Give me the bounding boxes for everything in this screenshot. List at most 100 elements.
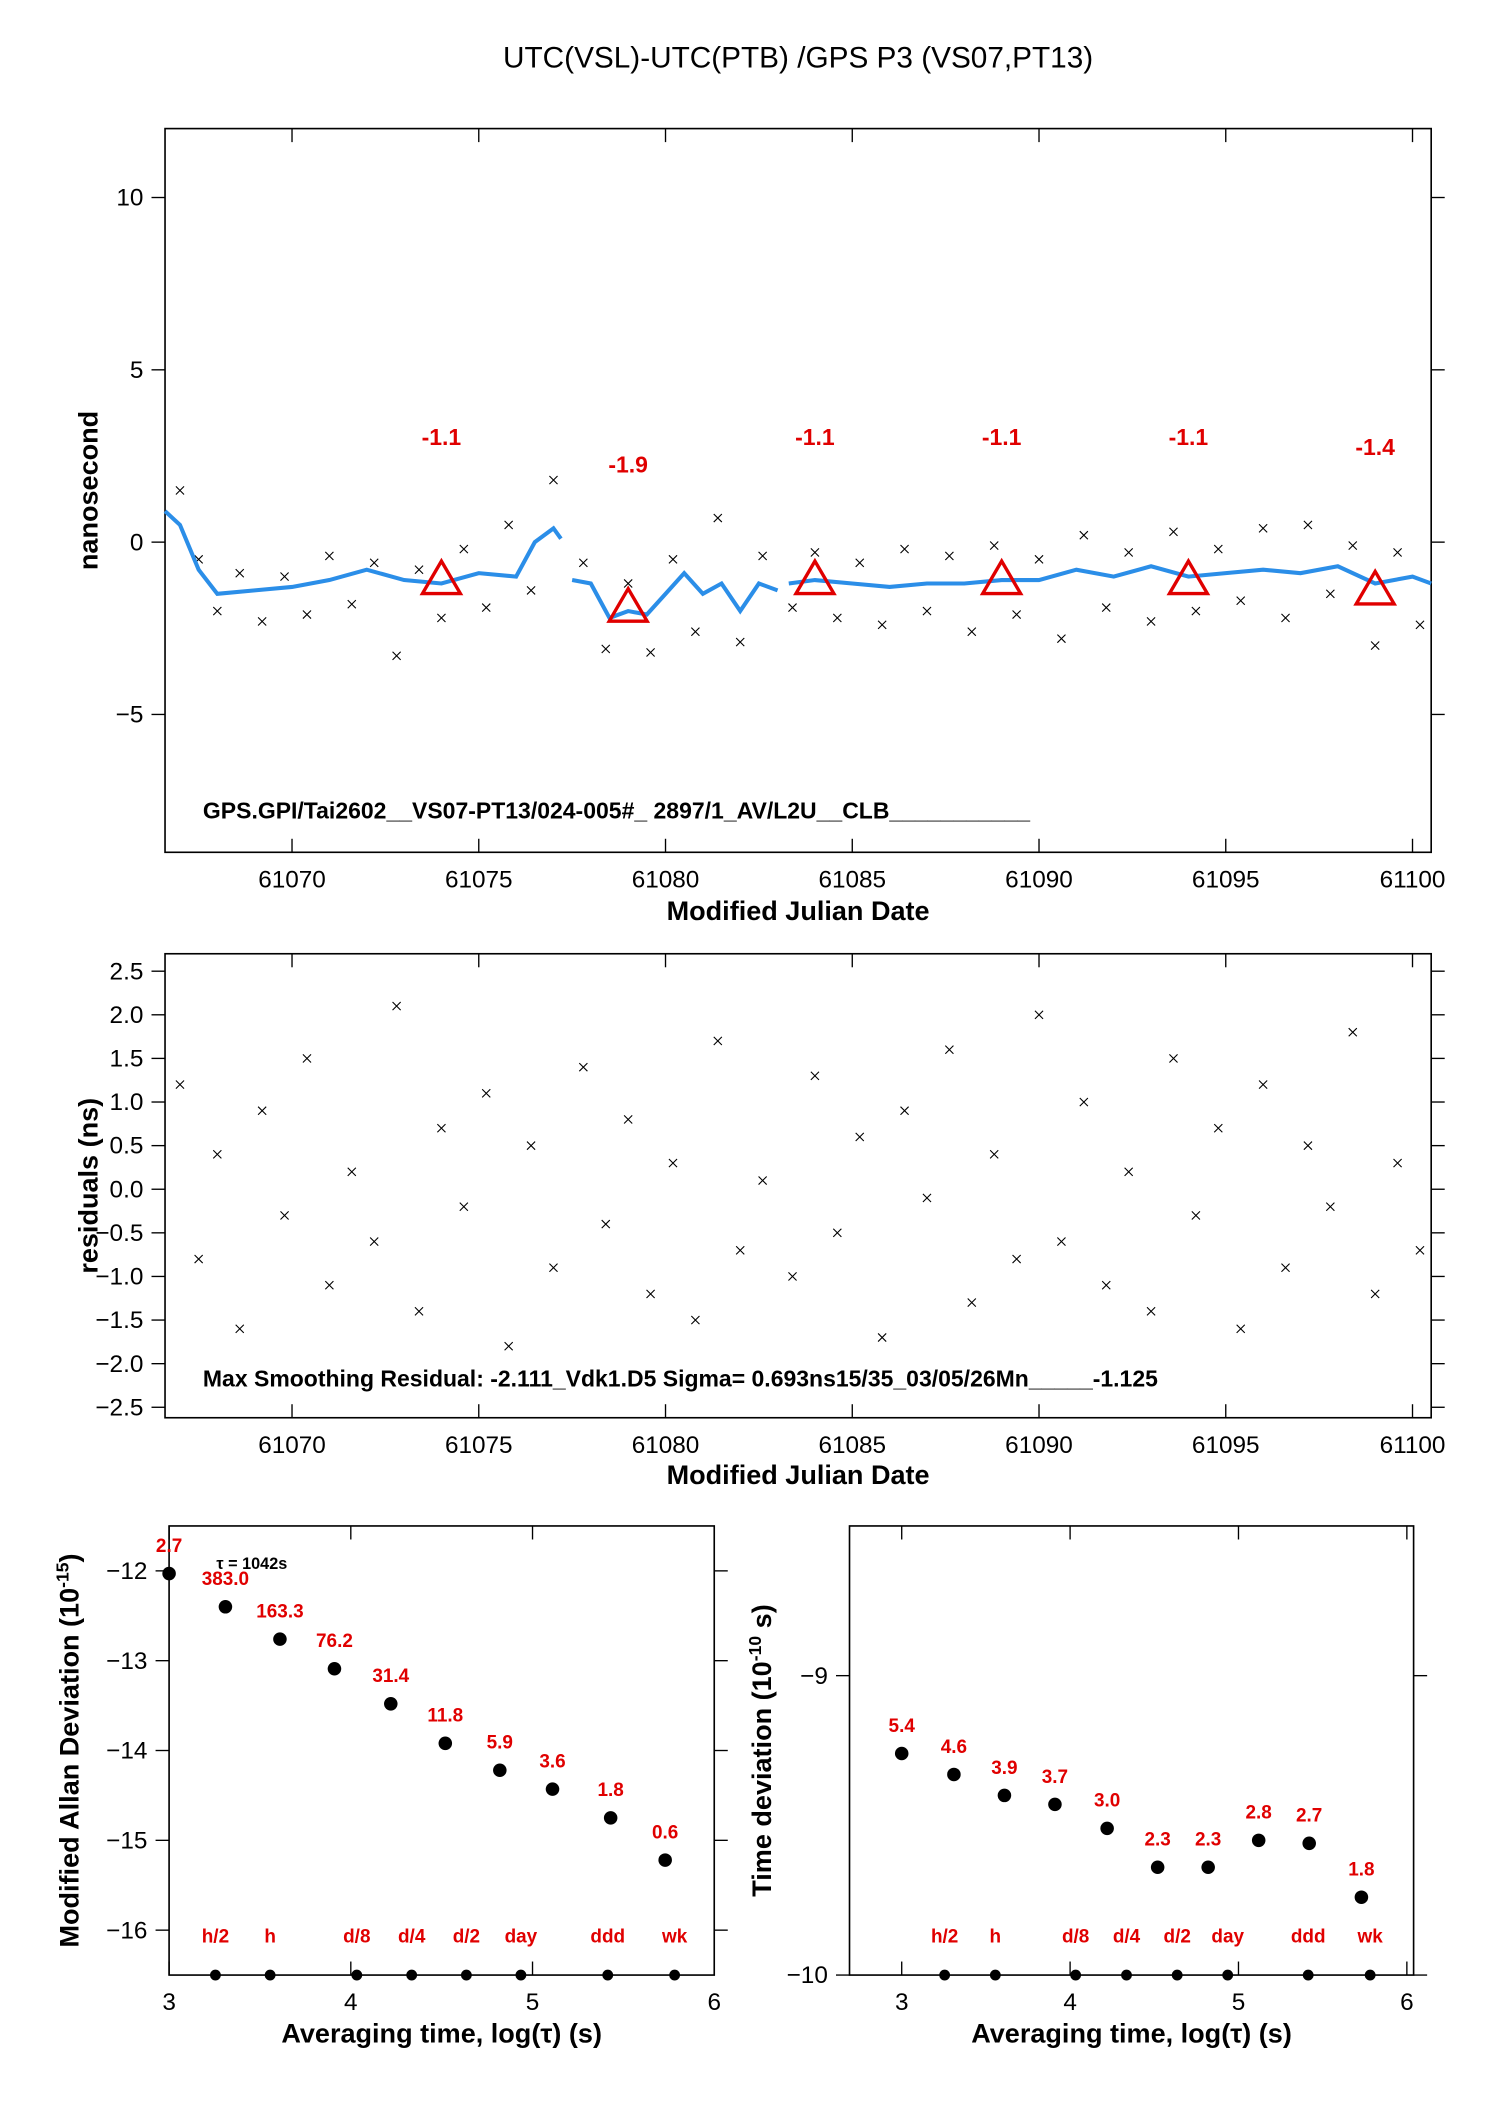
point-label: 2.7 — [1296, 1806, 1322, 1827]
mean-marker — [1353, 568, 1398, 606]
data-point — [578, 1062, 588, 1072]
data-point — [646, 1289, 656, 1299]
y-axis-label-part: s) — [747, 1604, 777, 1636]
x-tick-label: 3 — [895, 1989, 909, 2016]
point-label: 1.8 — [598, 1780, 624, 1801]
data-point — [384, 1697, 398, 1711]
data-point — [1146, 616, 1156, 626]
x-tick-label: 61075 — [445, 866, 513, 893]
data-point — [257, 616, 267, 626]
data-point — [1101, 603, 1111, 613]
data-point — [414, 565, 424, 575]
data-point — [1393, 548, 1403, 557]
data-point — [877, 1333, 887, 1342]
period-label: day — [1211, 1927, 1244, 1948]
data-point — [257, 1106, 267, 1116]
period-label: d/2 — [1164, 1927, 1191, 1948]
y-tick-label: −16 — [106, 1917, 147, 1944]
data-point — [855, 1132, 865, 1142]
data-point — [922, 1193, 932, 1203]
data-point — [218, 1600, 233, 1614]
data-point — [1281, 1263, 1290, 1273]
period-marker — [1364, 1969, 1376, 1981]
data-point — [549, 1263, 558, 1273]
data-point — [459, 544, 469, 554]
data-point — [810, 1071, 820, 1081]
mean-label: -1.1 — [422, 424, 462, 450]
y-tick-label: 2.5 — [110, 958, 144, 985]
data-point — [810, 548, 820, 557]
period-label: d/4 — [1113, 1927, 1141, 1948]
data-point — [944, 1045, 954, 1055]
period-label: ddd — [590, 1927, 625, 1948]
data-point — [1354, 1890, 1369, 1904]
data-point — [989, 541, 999, 551]
data-point — [369, 558, 379, 568]
data-point — [900, 1106, 909, 1116]
data-point — [1124, 548, 1134, 557]
x-tick-label: 61085 — [818, 1432, 886, 1459]
y-tick-label: −5 — [116, 702, 144, 729]
mean-marker — [606, 585, 651, 623]
data-point — [549, 475, 558, 485]
y-axis-label: residuals (ns) — [73, 1098, 103, 1274]
y-axis-label: Modified Allan Deviation (10-15) — [52, 1553, 84, 1947]
data-point — [623, 579, 633, 588]
period-label: d/8 — [343, 1927, 370, 1948]
data-point — [1325, 1202, 1335, 1212]
point-label: 31.4 — [372, 1666, 409, 1687]
data-point — [1169, 1053, 1178, 1063]
data-point — [658, 1853, 672, 1867]
y-axis-label-part: -10 — [745, 1636, 765, 1662]
data-point — [997, 1788, 1012, 1803]
data-point — [855, 558, 865, 568]
data-point — [526, 585, 536, 595]
mean-label: -1.1 — [795, 424, 835, 450]
data-point — [414, 1306, 424, 1316]
period-marker — [939, 1969, 951, 1981]
data-point — [347, 1167, 357, 1177]
data-point — [1370, 1289, 1380, 1299]
data-point — [713, 513, 723, 523]
y-tick-label: 0.0 — [110, 1176, 144, 1203]
plot-frame — [168, 1525, 716, 1976]
mean-marker — [979, 557, 1024, 596]
data-point — [392, 1001, 402, 1011]
data-point — [1303, 520, 1313, 530]
point-label: 5.4 — [889, 1716, 916, 1737]
y-tick-label: −15 — [106, 1827, 147, 1854]
x-tick-label: 61090 — [1005, 1432, 1073, 1459]
data-point — [235, 568, 245, 578]
data-point — [1251, 1833, 1266, 1848]
x-tick-label: 61070 — [258, 866, 326, 893]
y-tick-label: 0 — [130, 529, 144, 556]
data-point — [459, 1202, 469, 1212]
y-axis-label: Time deviation (10-10 s) — [745, 1604, 777, 1896]
period-label: wk — [661, 1927, 688, 1948]
x-tick-label: 61075 — [445, 1432, 513, 1459]
data-point — [578, 558, 588, 568]
period-label: d/4 — [398, 1927, 426, 1948]
data-point — [280, 572, 289, 582]
mean-label: -1.1 — [1169, 424, 1209, 450]
data-point — [1393, 1158, 1403, 1168]
x-tick-label: 61080 — [632, 866, 700, 893]
x-axis-label: Modified Julian Date — [667, 1460, 930, 1490]
data-point — [327, 1662, 342, 1676]
point-label: 3.6 — [539, 1751, 565, 1772]
x-tick-label: 5 — [1232, 1989, 1246, 2016]
data-point — [1191, 1210, 1201, 1220]
plot-frame — [164, 952, 1432, 1419]
data-point — [347, 599, 357, 609]
data-point — [481, 1088, 491, 1098]
data-point — [1048, 1797, 1062, 1812]
y-tick-label: 10 — [116, 185, 143, 212]
data-point — [504, 1341, 514, 1351]
data-point — [324, 551, 334, 561]
x-tick-label: 61085 — [818, 866, 886, 893]
data-point — [758, 551, 768, 561]
data-point — [436, 613, 446, 623]
data-point — [1213, 1123, 1223, 1133]
y-tick-label: −12 — [106, 1558, 147, 1585]
data-point — [1146, 1306, 1156, 1316]
